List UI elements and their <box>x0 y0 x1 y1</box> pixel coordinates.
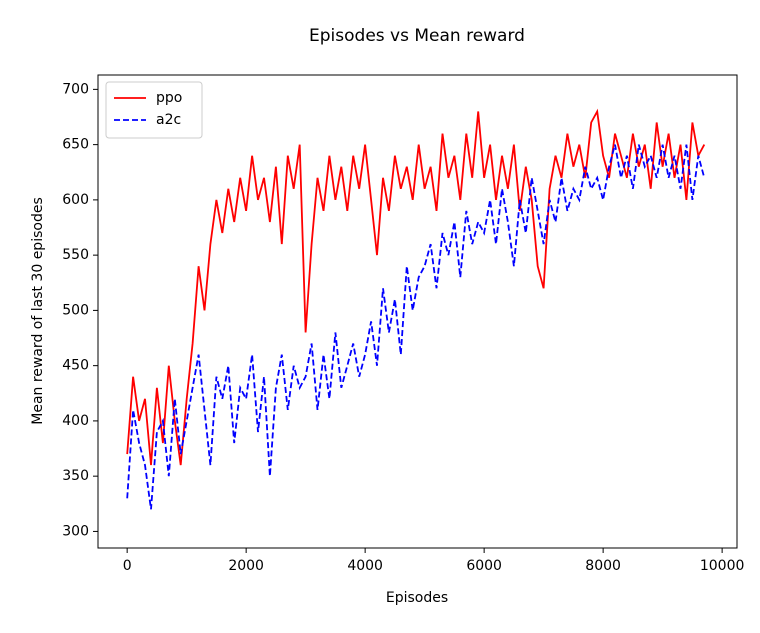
legend-box <box>105 81 203 139</box>
x-tick-label: 6000 <box>466 558 502 574</box>
x-tick-label: 2000 <box>228 558 264 574</box>
x-tick-label: 10000 <box>700 558 745 574</box>
plot-frame <box>97 74 738 549</box>
y-tick-label: 500 <box>62 302 89 318</box>
y-tick-label: 350 <box>62 468 89 484</box>
series-line <box>126 108 706 466</box>
y-tick-label: 650 <box>62 137 89 153</box>
y-tick-label: 450 <box>62 358 89 374</box>
y-tick-label: 600 <box>62 192 89 208</box>
x-tick-label: 8000 <box>585 558 621 574</box>
y-axis-label: Mean reward of last 30 episodes <box>30 197 46 425</box>
x-axis-label: Episodes <box>386 590 448 606</box>
x-tick-label: 0 <box>123 558 132 574</box>
x-tick-label: 4000 <box>347 558 383 574</box>
y-tick-label: 550 <box>62 247 89 263</box>
y-tick-label: 400 <box>62 413 89 429</box>
y-tick-label: 300 <box>62 523 89 539</box>
chart-title: Episodes vs Mean reward <box>309 26 525 46</box>
series-line <box>126 144 706 510</box>
legend-label: ppo <box>156 90 182 106</box>
y-tick-label: 700 <box>62 81 89 97</box>
legend-label: a2c <box>156 112 181 128</box>
